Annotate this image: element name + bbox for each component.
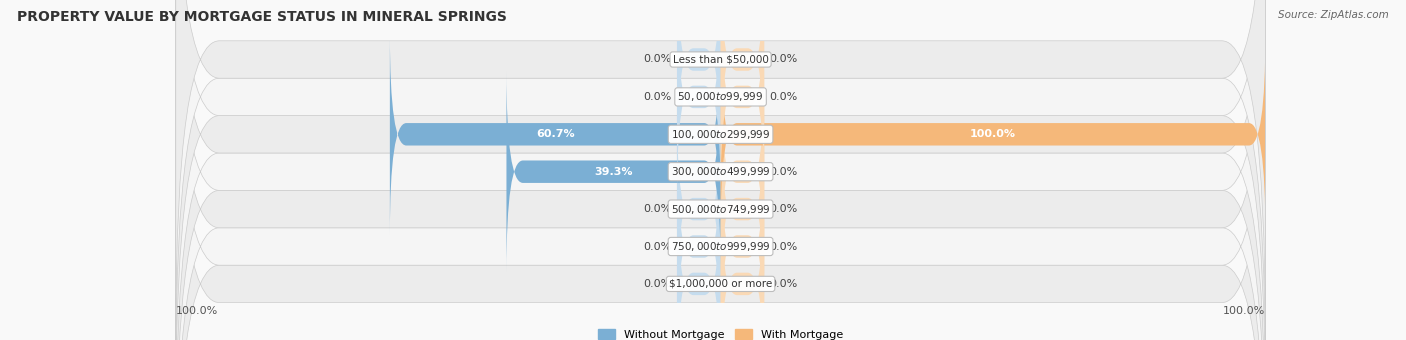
FancyBboxPatch shape (721, 108, 765, 310)
Text: 0.0%: 0.0% (644, 92, 672, 102)
Text: 0.0%: 0.0% (644, 241, 672, 252)
FancyBboxPatch shape (176, 0, 1265, 340)
FancyBboxPatch shape (176, 0, 1265, 340)
FancyBboxPatch shape (176, 3, 1265, 340)
FancyBboxPatch shape (176, 0, 1265, 340)
FancyBboxPatch shape (678, 0, 721, 198)
Text: $750,000 to $999,999: $750,000 to $999,999 (671, 240, 770, 253)
FancyBboxPatch shape (678, 146, 721, 340)
Text: $1,000,000 or more: $1,000,000 or more (669, 279, 772, 289)
FancyBboxPatch shape (506, 71, 721, 273)
Text: 39.3%: 39.3% (595, 167, 633, 177)
FancyBboxPatch shape (721, 33, 1265, 235)
FancyBboxPatch shape (678, 183, 721, 340)
FancyBboxPatch shape (721, 71, 765, 273)
Text: 100.0%: 100.0% (970, 129, 1017, 139)
FancyBboxPatch shape (721, 0, 765, 160)
Text: Less than $50,000: Less than $50,000 (672, 54, 769, 65)
Text: 0.0%: 0.0% (769, 241, 797, 252)
FancyBboxPatch shape (678, 0, 721, 160)
Text: 0.0%: 0.0% (769, 204, 797, 214)
FancyBboxPatch shape (176, 0, 1265, 340)
Text: 0.0%: 0.0% (769, 92, 797, 102)
FancyBboxPatch shape (176, 0, 1265, 340)
Text: 0.0%: 0.0% (644, 204, 672, 214)
Text: $500,000 to $749,999: $500,000 to $749,999 (671, 203, 770, 216)
FancyBboxPatch shape (721, 183, 765, 340)
FancyBboxPatch shape (721, 0, 765, 198)
FancyBboxPatch shape (389, 33, 721, 235)
Text: $50,000 to $99,999: $50,000 to $99,999 (678, 90, 763, 103)
Text: PROPERTY VALUE BY MORTGAGE STATUS IN MINERAL SPRINGS: PROPERTY VALUE BY MORTGAGE STATUS IN MIN… (17, 10, 506, 24)
FancyBboxPatch shape (176, 0, 1265, 340)
Text: 60.7%: 60.7% (536, 129, 575, 139)
Text: $100,000 to $299,999: $100,000 to $299,999 (671, 128, 770, 141)
Text: 0.0%: 0.0% (769, 167, 797, 177)
Text: Source: ZipAtlas.com: Source: ZipAtlas.com (1278, 10, 1389, 20)
Text: 0.0%: 0.0% (644, 54, 672, 65)
Text: $300,000 to $499,999: $300,000 to $499,999 (671, 165, 770, 178)
Text: 0.0%: 0.0% (644, 279, 672, 289)
FancyBboxPatch shape (721, 146, 765, 340)
Text: 0.0%: 0.0% (769, 279, 797, 289)
Legend: Without Mortgage, With Mortgage: Without Mortgage, With Mortgage (593, 324, 848, 340)
FancyBboxPatch shape (678, 108, 721, 310)
Text: 100.0%: 100.0% (176, 306, 218, 316)
Text: 0.0%: 0.0% (769, 54, 797, 65)
Text: 100.0%: 100.0% (1223, 306, 1265, 316)
